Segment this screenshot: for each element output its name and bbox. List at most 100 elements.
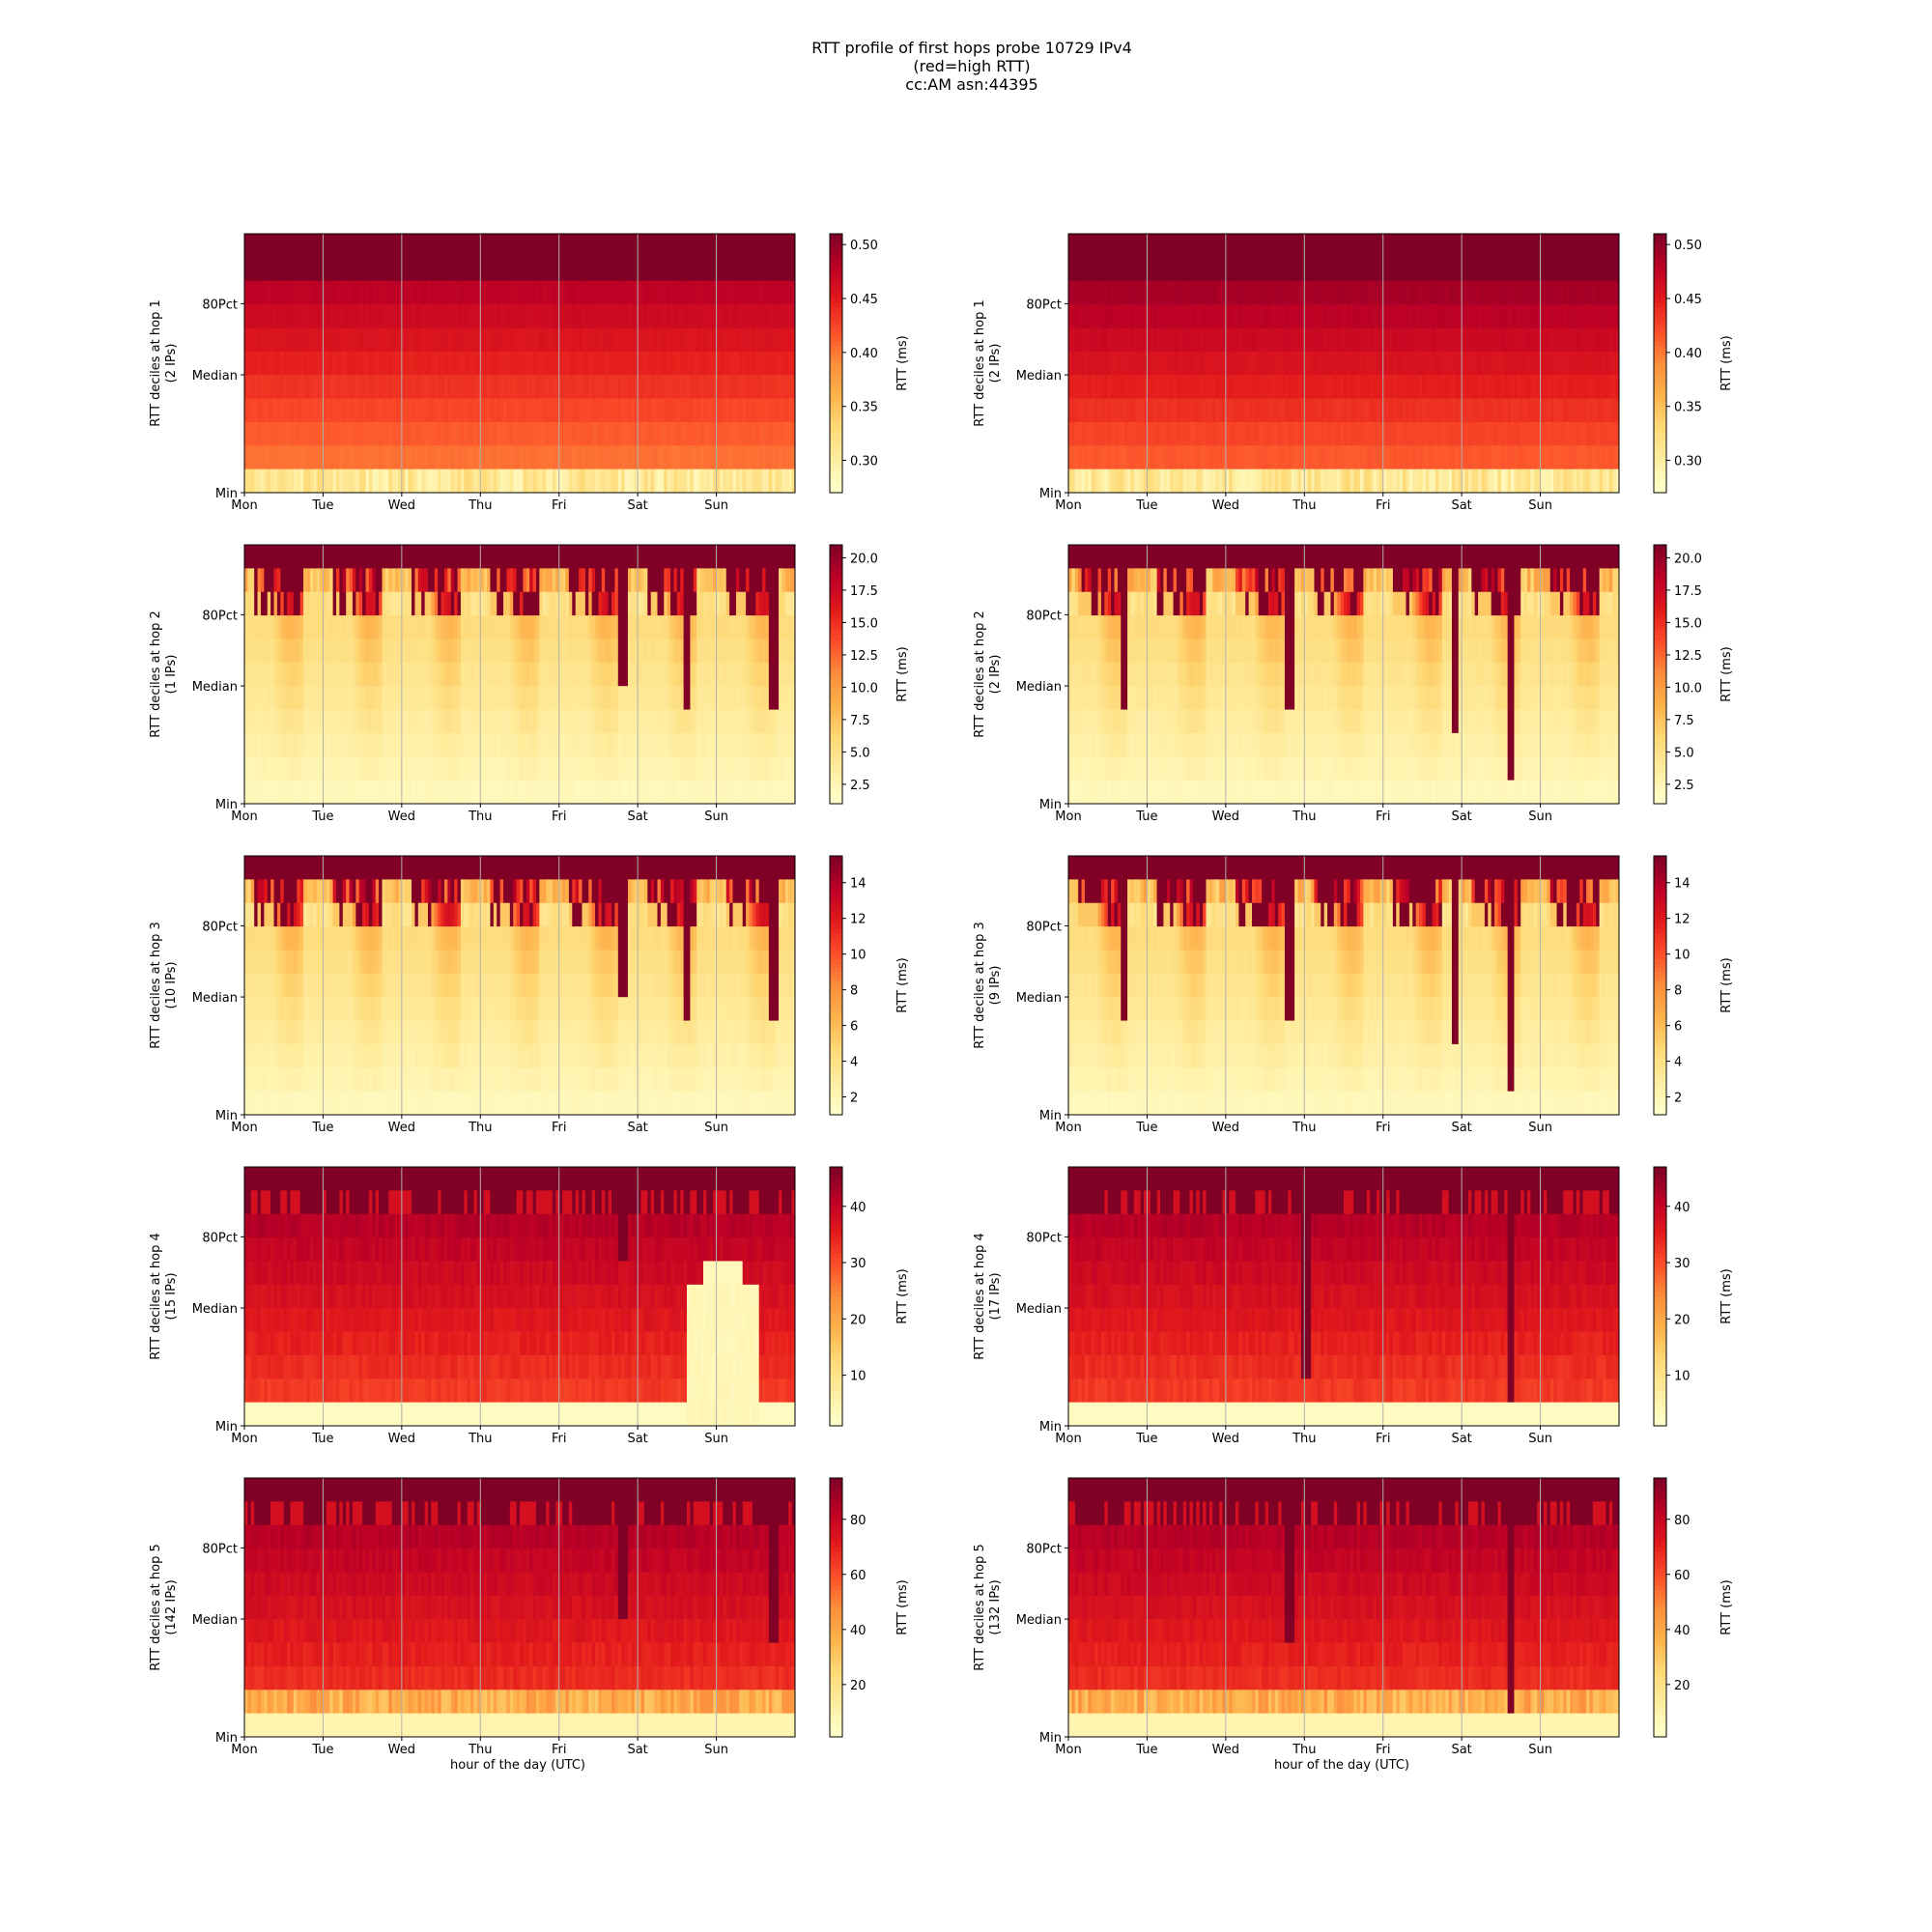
heatmap-cell bbox=[1383, 257, 1387, 281]
heatmap-cell bbox=[461, 592, 465, 616]
heatmap-cell bbox=[520, 375, 524, 399]
heatmap-cell bbox=[1465, 327, 1469, 352]
heatmap-cell bbox=[1249, 304, 1253, 328]
heatmap-cell bbox=[418, 710, 422, 734]
heatmap-cell bbox=[700, 445, 704, 469]
heatmap-cell bbox=[503, 234, 507, 258]
heatmap-cell bbox=[1236, 234, 1239, 258]
heatmap-cell bbox=[1511, 445, 1515, 469]
heatmap-cell bbox=[503, 445, 507, 469]
heatmap-cell bbox=[251, 281, 255, 305]
heatmap-cell bbox=[1603, 281, 1606, 305]
heatmap-cell bbox=[1511, 399, 1515, 423]
heatmap-cell bbox=[506, 756, 510, 781]
heatmap-cell bbox=[1603, 422, 1606, 446]
heatmap-cell bbox=[614, 399, 618, 423]
heatmap-cell bbox=[1216, 352, 1220, 376]
heatmap-cell bbox=[1193, 257, 1197, 281]
heatmap-cell bbox=[651, 304, 655, 328]
heatmap-cell bbox=[350, 352, 354, 376]
colorbar-segment bbox=[830, 471, 842, 476]
heatmap-cell bbox=[1321, 304, 1324, 328]
heatmap-cell bbox=[1098, 422, 1102, 446]
heatmap-cell bbox=[1471, 352, 1475, 376]
heatmap-cell bbox=[461, 257, 465, 281]
heatmap-cell bbox=[369, 756, 373, 781]
heatmap-cell bbox=[658, 422, 662, 446]
heatmap-cell bbox=[611, 281, 615, 305]
heatmap-cell bbox=[291, 592, 295, 616]
heatmap-cell bbox=[1177, 375, 1180, 399]
heatmap-cell bbox=[388, 756, 392, 781]
heatmap-cell bbox=[1393, 422, 1397, 446]
heatmap-cell bbox=[435, 281, 439, 305]
heatmap-cell bbox=[1433, 375, 1436, 399]
heatmap-cell bbox=[566, 639, 570, 663]
heatmap-cell bbox=[1390, 375, 1394, 399]
heatmap-cell bbox=[1449, 327, 1453, 352]
heatmap-cell bbox=[1596, 399, 1600, 423]
heatmap-cell bbox=[1416, 281, 1420, 305]
heatmap-cell bbox=[1075, 375, 1079, 399]
heatmap-cell bbox=[506, 781, 510, 805]
heatmap-cell bbox=[592, 304, 596, 328]
heatmap-cell bbox=[470, 281, 474, 305]
heatmap-cell bbox=[421, 592, 425, 616]
heatmap-cell bbox=[1153, 445, 1157, 469]
heatmap-cell bbox=[383, 781, 386, 805]
heatmap-cell bbox=[372, 304, 376, 328]
heatmap-cell bbox=[1390, 327, 1394, 352]
heatmap-cell bbox=[379, 781, 383, 805]
heatmap-cell bbox=[372, 257, 376, 281]
heatmap-cell bbox=[1412, 375, 1416, 399]
heatmap-cell bbox=[1563, 352, 1567, 376]
heatmap-cell bbox=[1324, 281, 1328, 305]
heatmap-cell bbox=[1494, 352, 1498, 376]
heatmap-cell bbox=[254, 469, 258, 494]
heatmap-cell bbox=[1419, 352, 1423, 376]
heatmap-cell bbox=[1530, 304, 1534, 328]
heatmap-cell bbox=[264, 234, 268, 258]
heatmap-cell bbox=[506, 639, 510, 663]
heatmap-cell bbox=[592, 352, 596, 376]
heatmap-cell bbox=[317, 615, 321, 639]
heatmap-cell bbox=[431, 639, 435, 663]
heatmap-cell bbox=[513, 399, 517, 423]
heatmap-cell bbox=[461, 327, 465, 352]
heatmap-cell bbox=[376, 756, 380, 781]
heatmap-cell bbox=[1190, 257, 1194, 281]
heatmap-cell bbox=[1367, 422, 1371, 446]
colorbar-segment bbox=[830, 419, 842, 424]
heatmap-cell bbox=[1255, 469, 1259, 494]
heatmap-cell bbox=[1547, 352, 1550, 376]
heatmap-cell bbox=[1600, 422, 1604, 446]
heatmap-cell bbox=[529, 445, 533, 469]
heatmap-cell bbox=[1183, 304, 1187, 328]
heatmap-cell bbox=[369, 327, 373, 352]
heatmap-cell bbox=[750, 352, 753, 376]
heatmap-cell bbox=[474, 399, 478, 423]
heatmap-cell bbox=[1092, 257, 1095, 281]
heatmap-cell bbox=[392, 756, 396, 781]
heatmap-cell bbox=[392, 686, 396, 710]
heatmap-cell bbox=[1367, 281, 1371, 305]
heatmap-cell bbox=[569, 352, 573, 376]
heatmap-cell bbox=[395, 615, 399, 639]
heatmap-cell bbox=[1471, 445, 1475, 469]
heatmap-cell bbox=[274, 257, 278, 281]
heatmap-cell bbox=[605, 327, 609, 352]
heatmap-cell bbox=[562, 445, 566, 469]
heatmap-cell bbox=[277, 639, 281, 663]
heatmap-cell bbox=[510, 733, 514, 757]
heatmap-cell bbox=[1557, 304, 1561, 328]
heatmap-cell bbox=[1553, 469, 1557, 494]
heatmap-cell bbox=[536, 615, 540, 639]
heatmap-cell bbox=[284, 257, 288, 281]
heatmap-cell bbox=[376, 257, 380, 281]
heatmap-cell bbox=[258, 422, 262, 446]
heatmap-cell bbox=[261, 327, 265, 352]
heatmap-cell bbox=[1078, 375, 1082, 399]
heatmap-cell bbox=[438, 545, 441, 569]
heatmap-cell bbox=[474, 639, 478, 663]
heatmap-cell bbox=[559, 663, 563, 687]
